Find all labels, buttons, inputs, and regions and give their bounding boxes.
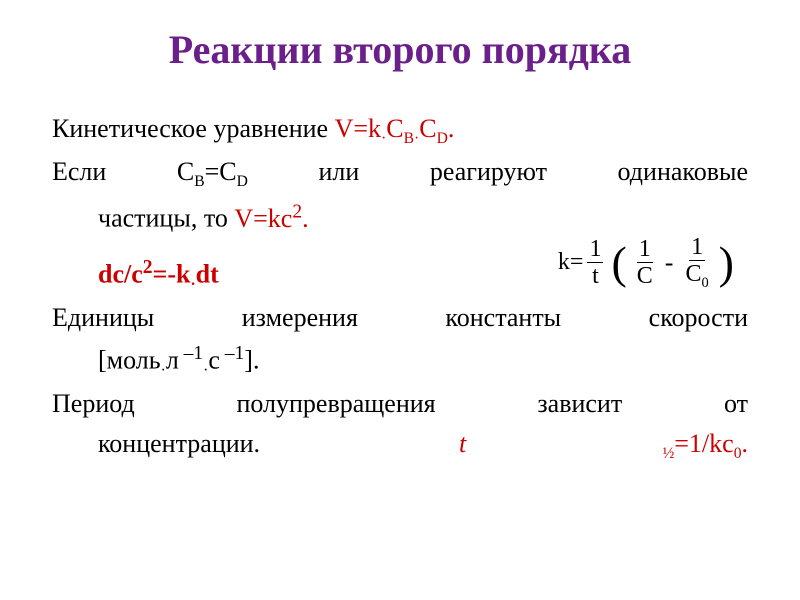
- subscript: В: [194, 174, 204, 191]
- subscript: 0: [701, 275, 708, 291]
- equation-vk: V=k·СВ·СD.: [335, 114, 455, 143]
- subscript: 0: [734, 445, 742, 462]
- text: С: [419, 114, 436, 143]
- text: ].: [244, 346, 259, 375]
- text: k=: [558, 247, 584, 278]
- rate-constant-formula: k= 1 t ( 1 C - 1 C0 ): [558, 235, 738, 290]
- text: концентрации.: [98, 429, 260, 458]
- numerator: 1: [689, 235, 705, 261]
- condition-line-1: Если СВ=СD или реагируют одинаковые: [52, 155, 748, 192]
- text: =-k: [153, 260, 191, 289]
- text: Если С: [52, 157, 194, 186]
- subscript: D: [437, 130, 448, 147]
- text: Кинетическое уравнение: [52, 114, 335, 143]
- denominator: C0: [683, 261, 710, 290]
- subscript: В: [404, 130, 414, 147]
- text: V=kc: [234, 204, 292, 233]
- condition-line-2: частицы, то V=kc2.: [52, 199, 748, 235]
- text: .: [302, 204, 309, 233]
- text: dt: [196, 260, 219, 289]
- halflife-formula: t ½=1/kc0.: [459, 429, 748, 458]
- slide-body: Кинетическое уравнение V=k·СВ·СD. Если С…: [52, 112, 748, 465]
- text: .: [448, 114, 455, 143]
- text: V=k: [335, 114, 381, 143]
- text: =С: [205, 157, 237, 186]
- text: [моль: [98, 346, 161, 375]
- superscript: 2: [292, 201, 302, 222]
- slide-title: Реакции второго порядка: [52, 28, 748, 72]
- text: с: [208, 346, 220, 375]
- numerator: 1: [637, 237, 653, 263]
- minus-sign: -: [665, 246, 674, 280]
- numerator: 1: [587, 237, 603, 263]
- subscript: ½: [466, 445, 674, 462]
- units-line-2: [моль·л –1·с –1].: [52, 341, 748, 381]
- units-line-1: Единицы измерения константы скорости: [52, 301, 748, 335]
- text: частицы, то: [98, 204, 234, 233]
- superscript: 2: [143, 257, 153, 278]
- right-paren: ): [719, 240, 734, 286]
- text: .: [742, 429, 749, 458]
- superscript: –1: [220, 343, 244, 364]
- text: =1/kc: [674, 429, 733, 458]
- text: С: [386, 114, 403, 143]
- formula-row: dc/c2=-k·dt k= 1 t ( 1 C - 1 C0 ): [52, 241, 748, 301]
- left-paren: (: [611, 240, 626, 286]
- halflife-line-2: концентрации. t ½=1/kc0.: [52, 427, 748, 464]
- fraction-1-over-c: 1 C: [635, 237, 655, 288]
- halflife-line-1: Период полупревращения зависит от: [52, 387, 748, 421]
- equation-vkc2: V=kc2.: [234, 204, 308, 233]
- differential-equation: dc/c2=-k·dt: [98, 255, 219, 295]
- superscript: –1: [179, 343, 203, 364]
- kinetic-equation-line: Кинетическое уравнение V=k·СВ·СD.: [52, 112, 748, 149]
- text: л: [166, 346, 179, 375]
- fraction-1-over-c0: 1 C0: [683, 235, 710, 290]
- denominator: C: [635, 263, 655, 288]
- subscript: D: [237, 174, 248, 191]
- text: или реагируют одинаковые: [248, 157, 748, 186]
- text: C: [685, 261, 701, 287]
- text: dc/c: [98, 260, 143, 289]
- slide: Реакции второго порядка Кинетическое ура…: [0, 0, 800, 600]
- denominator: t: [590, 263, 601, 288]
- fraction-1-over-t: 1 t: [587, 237, 603, 288]
